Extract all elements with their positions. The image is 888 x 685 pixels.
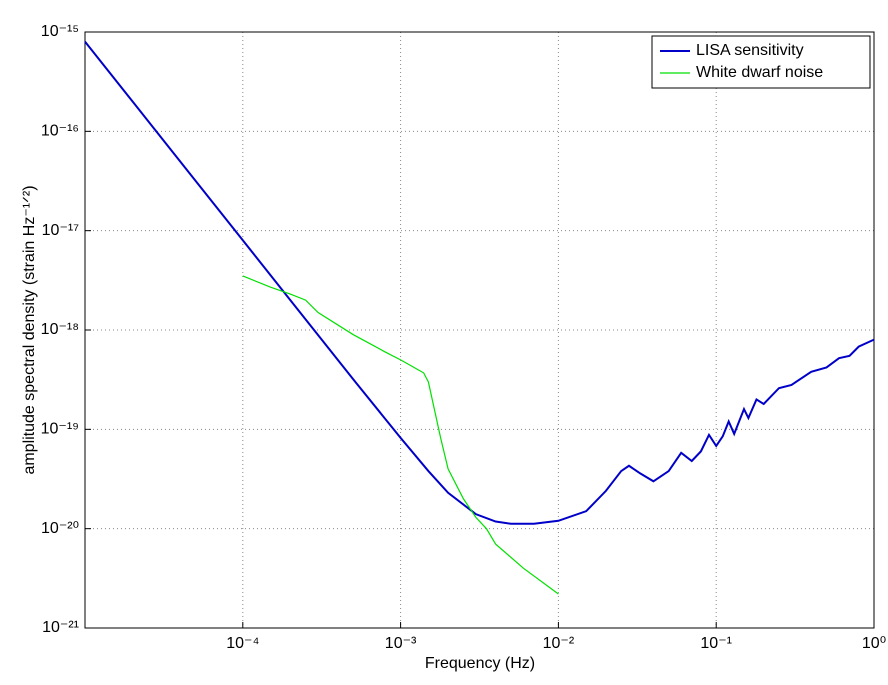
- axes-frame: [84, 31, 875, 629]
- plot-area: [85, 32, 874, 628]
- x-tick-label: 10⁻⁴: [226, 635, 259, 652]
- y-tick-label: 10⁻²¹: [42, 619, 79, 636]
- legend-label: LISA sensitivity: [696, 42, 804, 59]
- x-axis-label: Frequency (Hz): [425, 655, 535, 672]
- x-tick-label: 10⁻³: [385, 635, 417, 652]
- legend-box: [651, 35, 871, 89]
- y-tick-label: 10⁻¹⁹: [41, 421, 79, 438]
- x-tick-label: 10⁻²: [543, 635, 575, 652]
- series-line: [242, 275, 559, 595]
- x-tick-label: 10⁰: [862, 635, 886, 652]
- legend: LISA sensitivity White dwarf noise: [651, 35, 871, 89]
- y-tick-label: 10⁻¹⁶: [41, 123, 79, 140]
- legend-label: White dwarf noise: [696, 64, 823, 81]
- y-tick-label: 10⁻¹⁷: [42, 222, 80, 239]
- y-tick-label: 10⁻¹⁸: [41, 321, 79, 338]
- y-axis-label: amplitude spectral density (strain Hz⁻¹ᐟ…: [21, 185, 38, 474]
- y-tick-label: 10⁻¹⁵: [41, 23, 79, 40]
- y-tick-label: 10⁻²⁰: [41, 520, 79, 537]
- series-line: [84, 41, 875, 525]
- x-tick-label: 10⁻¹: [700, 635, 732, 652]
